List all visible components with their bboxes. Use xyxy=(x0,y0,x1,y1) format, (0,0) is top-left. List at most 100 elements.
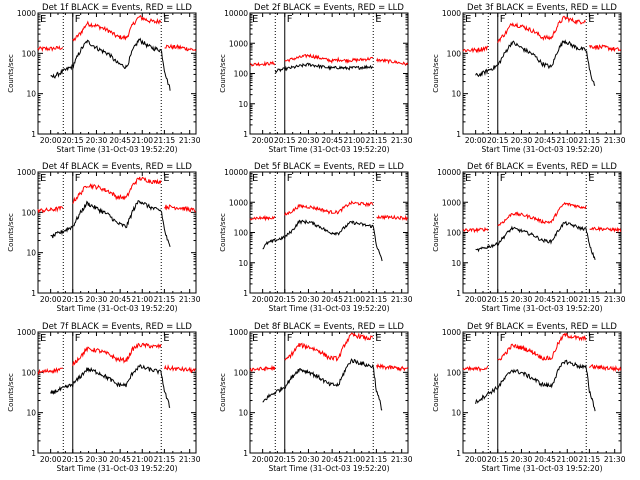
chart-panel-2: Det 2f BLACK = Events, RED = LLD 1 10 100 10… xyxy=(219,3,413,154)
x-tick-label: 20:00 xyxy=(40,136,62,145)
y-tick-label: 1 xyxy=(243,449,248,458)
lld-series-line xyxy=(37,14,197,53)
x-tick-label: 21:00 xyxy=(343,295,365,304)
y-axis-label: Counts/sec xyxy=(432,373,440,412)
x-tick-label: 20:30 xyxy=(86,295,108,304)
x-tick-label: 20:15 xyxy=(487,295,509,304)
x-tick-label: 20:00 xyxy=(252,136,274,145)
interval-marker-label: E xyxy=(40,333,46,344)
chart-title: Det 2f BLACK = Events, RED = LLD xyxy=(254,3,404,13)
x-tick-label: 21:30 xyxy=(179,136,201,145)
y-tick-label: 10 xyxy=(26,249,36,258)
y-tick-label: 1 xyxy=(31,449,36,458)
y-tick-label: 100 xyxy=(234,229,249,238)
y-tick-label: 100 xyxy=(447,229,462,238)
chart-panel-8: Det 8f BLACK = Events, RED = LLD 1 10 100 10… xyxy=(219,322,413,473)
interval-marker-label: E xyxy=(252,173,258,184)
y-tick-label: 10 xyxy=(451,409,461,418)
x-tick-label: 20:15 xyxy=(274,295,296,304)
y-tick-label: 1 xyxy=(456,449,461,458)
y-tick-label: 100 xyxy=(22,49,37,58)
x-tick-label: 20:45 xyxy=(534,455,556,464)
x-axis-label: Start Time (31-Oct-03 19:52:20) xyxy=(481,145,602,154)
chart-title: Det 8f BLACK = Events, RED = LLD xyxy=(254,322,404,332)
x-tick-label: 21:30 xyxy=(391,455,413,464)
interval-marker-label: E xyxy=(375,14,381,25)
x-tick-label: 21:00 xyxy=(343,136,365,145)
chart-panel-7: Det 7f BLACK = Events, RED = LLD 1 10 100 10… xyxy=(7,322,201,473)
x-tick-label: 20:45 xyxy=(321,455,343,464)
chart-panel-6: Det 6f BLACK = Events, RED = LLD 1 10 100 10… xyxy=(432,162,626,313)
events-series-line xyxy=(475,39,596,86)
y-tick-label: 100 xyxy=(234,368,249,377)
x-tick-label: 20:30 xyxy=(511,136,533,145)
x-tick-label: 21:00 xyxy=(131,455,153,464)
interval-marker-label: E xyxy=(40,14,46,25)
x-tick-label: 21:30 xyxy=(604,455,626,464)
x-tick-label: 20:30 xyxy=(511,455,533,464)
x-tick-label: 21:00 xyxy=(556,136,578,145)
events-series-line xyxy=(50,37,171,91)
events-series-line xyxy=(262,219,383,262)
chart-panel-1: Det 1f BLACK = Events, RED = LLD 1 10 100 10… xyxy=(7,3,201,154)
x-tick-label: 20:00 xyxy=(40,455,62,464)
y-tick-label: 1000 xyxy=(17,168,36,177)
y-tick-label: 1000 xyxy=(442,9,461,18)
x-tick-label: 21:30 xyxy=(391,136,413,145)
y-tick-label: 10 xyxy=(238,100,248,109)
y-tick-label: 1000 xyxy=(17,328,36,337)
y-tick-label: 100 xyxy=(22,368,37,377)
x-tick-label: 21:15 xyxy=(154,295,176,304)
plot-frame xyxy=(37,12,197,135)
x-tick-label: 20:45 xyxy=(534,295,556,304)
chart-title: Det 7f BLACK = Events, RED = LLD xyxy=(42,322,192,332)
lld-series-line xyxy=(462,15,622,54)
plot-frame xyxy=(249,12,409,135)
interval-marker-label: E xyxy=(465,333,471,344)
y-axis-label: Counts/sec xyxy=(7,373,15,412)
x-tick-label: 20:15 xyxy=(62,295,84,304)
x-tick-label: 20:45 xyxy=(321,295,343,304)
chart-panel-4: Det 4f BLACK = Events, RED = LLD 1 10 100 10… xyxy=(7,162,201,313)
lld-series-line xyxy=(249,332,409,372)
x-tick-label: 21:15 xyxy=(366,295,388,304)
x-tick-label: 20:45 xyxy=(534,136,556,145)
x-tick-label: 20:00 xyxy=(465,136,487,145)
events-series-line xyxy=(50,364,171,408)
y-axis-label: Counts/sec xyxy=(7,54,15,93)
y-axis-label: Counts/sec xyxy=(7,213,15,252)
y-tick-label: 10 xyxy=(451,259,461,268)
x-tick-label: 21:30 xyxy=(391,295,413,304)
y-tick-label: 100 xyxy=(234,70,249,79)
x-axis-label: Start Time (31-Oct-03 19:52:20) xyxy=(56,304,177,313)
interval-marker-label: E xyxy=(375,173,381,184)
lld-series-line xyxy=(37,342,196,376)
interval-marker-label: F xyxy=(287,173,293,184)
plot-frame xyxy=(462,171,622,294)
x-tick-label: 20:30 xyxy=(86,136,108,145)
y-tick-label: 1 xyxy=(456,289,461,298)
x-tick-label: 21:30 xyxy=(179,455,201,464)
interval-marker-label: F xyxy=(500,333,506,344)
y-tick-label: 100 xyxy=(22,208,37,217)
y-tick-label: 1000 xyxy=(229,328,248,337)
x-axis-label: Start Time (31-Oct-03 19:52:20) xyxy=(56,145,177,154)
x-tick-label: 20:30 xyxy=(298,455,320,464)
x-tick-label: 21:15 xyxy=(366,455,388,464)
x-tick-label: 20:15 xyxy=(62,455,84,464)
y-tick-label: 1 xyxy=(31,289,36,298)
x-tick-label: 21:30 xyxy=(604,136,626,145)
x-tick-label: 21:00 xyxy=(556,455,578,464)
interval-marker-label: E xyxy=(163,14,169,25)
interval-marker-label: F xyxy=(500,173,506,184)
events-series-line xyxy=(262,358,383,411)
x-tick-label: 21:30 xyxy=(179,295,201,304)
y-tick-label: 100 xyxy=(447,368,462,377)
chart-title: Det 5f BLACK = Events, RED = LLD xyxy=(254,162,404,172)
x-tick-label: 21:15 xyxy=(154,455,176,464)
y-tick-label: 10000 xyxy=(437,168,461,177)
plot-frame xyxy=(37,331,197,454)
interval-marker-label: E xyxy=(465,14,471,25)
y-axis-label: Counts/sec xyxy=(219,54,227,93)
x-tick-label: 20:15 xyxy=(487,455,509,464)
